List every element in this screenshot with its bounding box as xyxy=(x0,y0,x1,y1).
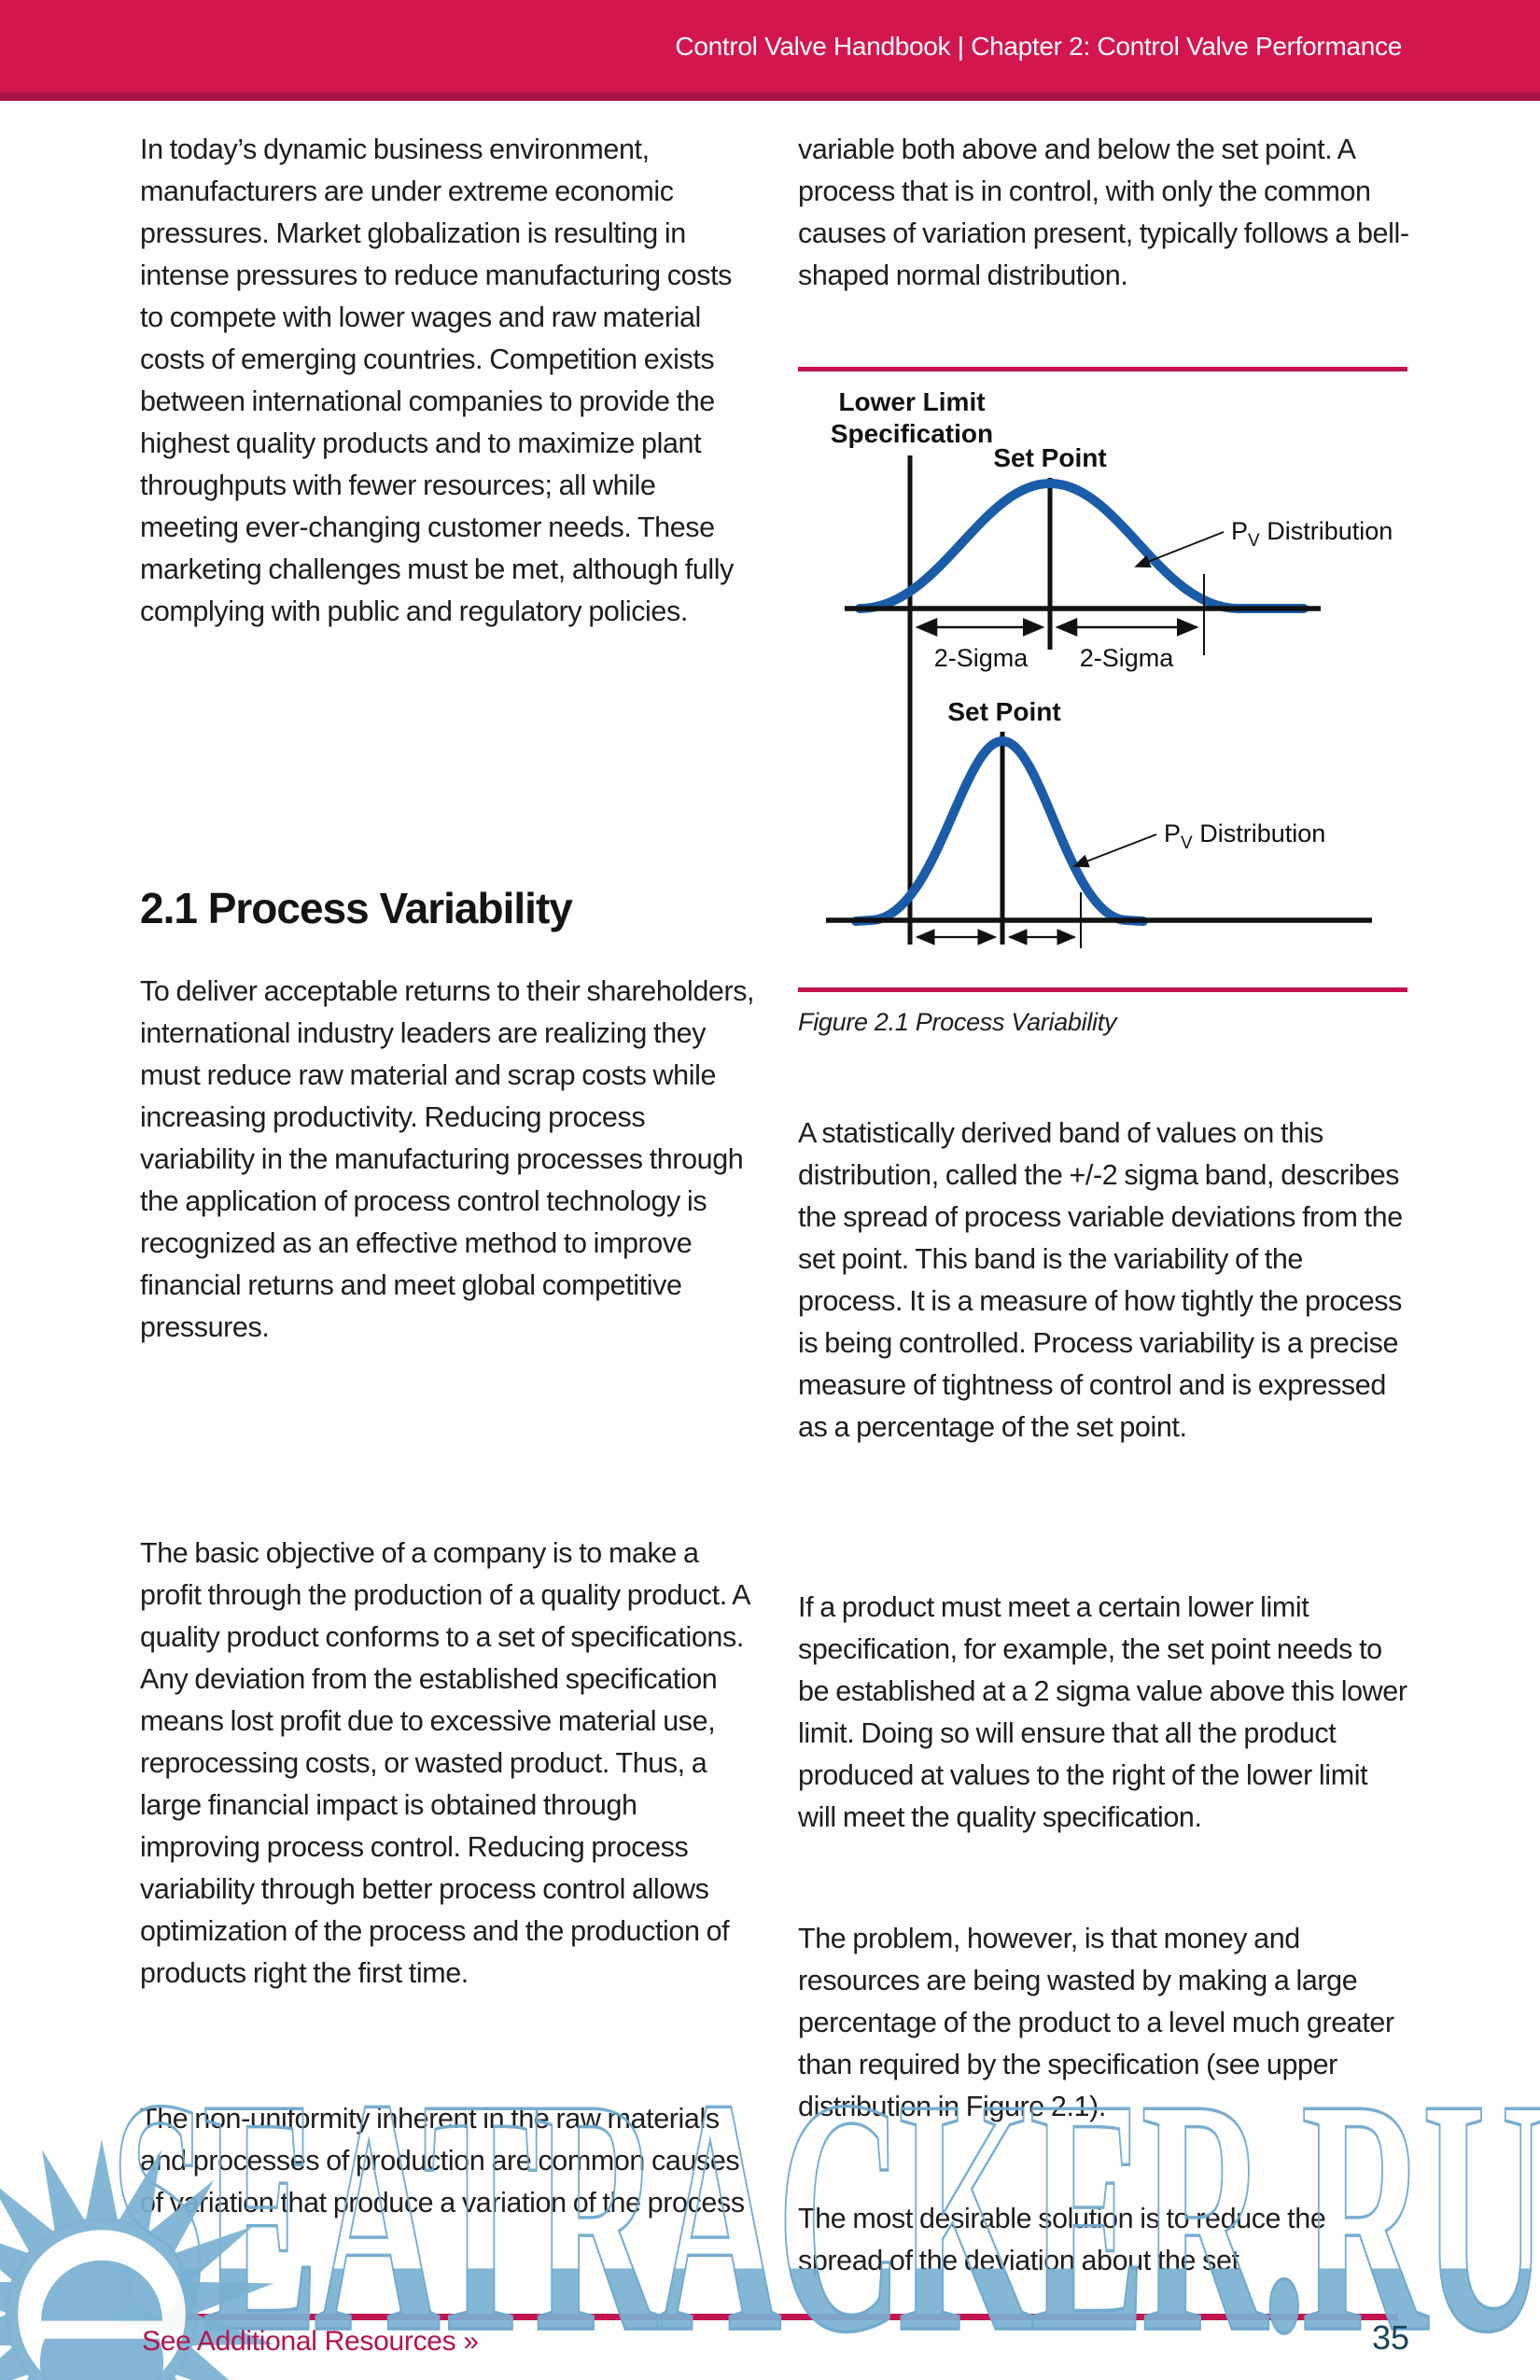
right-paragraph-1: variable both above and below the set po… xyxy=(798,133,1409,291)
section-heading: 2.1 Process Variability xyxy=(140,884,573,932)
right-paragraph-5: The most desirable solution is to reduce… xyxy=(798,2203,1326,2276)
lower-bell-curve xyxy=(851,735,1148,926)
lower-set-point-label: Set Point xyxy=(947,697,1060,726)
right-paragraph-3: If a product must meet a certain lower l… xyxy=(798,1591,1407,1833)
upper-sigma-left-label: 2-Sigma xyxy=(934,644,1029,672)
upper-set-point-label: Set Point xyxy=(993,443,1106,472)
figure-rule-top xyxy=(798,367,1407,371)
figure-diagram: Lower Limit Specification Set Point 2-Si… xyxy=(826,387,1393,948)
left-paragraph-1: In today’s dynamic business environment,… xyxy=(140,133,734,627)
page-number: 35 xyxy=(1371,2318,1409,2357)
lower-pv-pointer-arrow xyxy=(1072,833,1157,868)
right-paragraph-4: The problem, however, is that money and … xyxy=(798,1923,1394,2122)
right-paragraph-2: A statistically derived band of values o… xyxy=(798,1117,1403,1443)
upper-bell-curve xyxy=(855,478,1309,613)
header-title: Control Valve Handbook | Chapter 2: Cont… xyxy=(675,31,1402,61)
sun-dome xyxy=(41,2260,162,2321)
footer-rule xyxy=(142,2314,1398,2320)
upper-sigma-right-label: 2-Sigma xyxy=(1080,644,1175,672)
left-paragraph-4: The non-uniformity inherent in the raw m… xyxy=(140,2103,745,2219)
lower-pv-distribution-label: PV Distribution xyxy=(1164,819,1325,853)
upper-lower-limit-label-line1: Lower Limit xyxy=(838,387,985,416)
additional-resources-link[interactable]: See Additional Resources » xyxy=(142,2326,479,2357)
left-paragraph-2: To deliver acceptable returns to their s… xyxy=(140,975,755,1343)
upper-lower-limit-label-line2: Specification xyxy=(831,419,993,448)
left-paragraph-3: The basic objective of a company is to m… xyxy=(140,1537,749,1989)
figure-rule-bottom xyxy=(798,987,1407,992)
header-bar: Control Valve Handbook | Chapter 2: Cont… xyxy=(0,0,1540,101)
upper-pv-distribution-label: PV Distribution xyxy=(1231,517,1393,551)
figure-caption: Figure 2.1 Process Variability xyxy=(798,1008,1117,1036)
upper-pv-pointer-arrow xyxy=(1134,531,1225,568)
